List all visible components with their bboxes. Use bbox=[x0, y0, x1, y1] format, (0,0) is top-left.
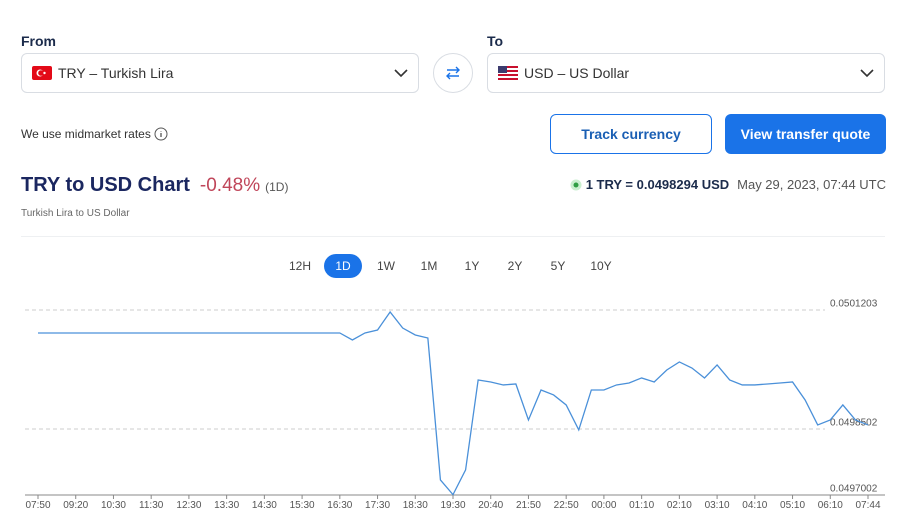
x-tick-label: 22:50 bbox=[554, 500, 579, 511]
x-tick-label: 14:30 bbox=[252, 500, 277, 511]
change: -0.48% bbox=[199, 175, 261, 196]
x-tick-label: 16:30 bbox=[327, 500, 352, 511]
period: (1D) bbox=[265, 180, 289, 194]
rate-line: 1 TRY = 0.0498294 USD May 29, 2023, 07:4… bbox=[570, 177, 886, 192]
quote-button[interactable]: View transfer quote bbox=[725, 114, 886, 154]
x-tick-label: 00:00 bbox=[591, 500, 616, 511]
y-tick-label: 0.0498502 bbox=[830, 418, 878, 429]
chevron bbox=[860, 69, 874, 78]
x-tick-label: 07:50 bbox=[25, 500, 50, 511]
midmarket-note: We use midmarket rates bbox=[21, 127, 168, 141]
x-tick-label: 19:30 bbox=[440, 500, 465, 511]
price-line bbox=[38, 310, 869, 496]
track-button[interactable]: Track currency bbox=[550, 114, 712, 154]
x-tick-label: 05:10 bbox=[780, 500, 805, 511]
x-tick-label: 18:30 bbox=[403, 500, 428, 511]
range-tab[interactable]: 2Y bbox=[507, 259, 523, 273]
x-tick-label: 01:10 bbox=[629, 500, 654, 511]
range-tab[interactable]: 10Y bbox=[590, 259, 612, 273]
y-tick-label: 0.0501203 bbox=[830, 299, 878, 310]
x-tick-label: 06:10 bbox=[818, 500, 843, 511]
flag-us bbox=[498, 66, 518, 80]
x-tick-label: 15:30 bbox=[290, 500, 315, 511]
x-tick-label: 04:10 bbox=[742, 500, 767, 511]
note-text: We use midmarket rates bbox=[21, 127, 151, 141]
x-tick-label: 11:30 bbox=[139, 500, 164, 511]
range-tab[interactable]: 1W bbox=[377, 259, 395, 273]
timestamp: May 29, 2023, 07:44 UTC bbox=[737, 177, 886, 192]
subtitle: Turkish Lira to US Dollar bbox=[21, 208, 130, 219]
to-label: To bbox=[487, 33, 504, 49]
rate: 1 TRY = 0.0498294 USD bbox=[585, 177, 730, 192]
range-tab[interactable]: 5Y bbox=[550, 259, 566, 273]
from-label: From bbox=[21, 33, 56, 49]
x-tick-label: 07:44 bbox=[855, 500, 880, 511]
range-tab[interactable]: 12H bbox=[288, 259, 311, 273]
chart-heading: TRY to USD Chart -0.48% (1D) bbox=[21, 174, 288, 197]
swap-button[interactable] bbox=[433, 53, 473, 93]
x-tick-label: 02:10 bbox=[667, 500, 692, 511]
to-select[interactable]: USD – US Dollar bbox=[487, 53, 885, 93]
swap-icon bbox=[446, 66, 460, 80]
x-tick-label: 17:30 bbox=[365, 500, 390, 511]
info-icon[interactable] bbox=[154, 127, 168, 141]
range-tabs: 12H 1D 1W 1M 1Y 2Y 5Y 10Y bbox=[281, 254, 620, 278]
y-tick-label: 0.0497002 bbox=[830, 484, 878, 495]
range-tab[interactable]: 1Y bbox=[464, 259, 480, 273]
chevron bbox=[394, 69, 408, 78]
x-tick-label: 10:30 bbox=[101, 500, 126, 511]
flag-tr bbox=[32, 66, 52, 80]
x-tick-label: 21:50 bbox=[516, 500, 541, 511]
x-tick-label: 12:30 bbox=[176, 500, 201, 511]
divider bbox=[21, 236, 885, 237]
live-dot bbox=[570, 179, 582, 190]
x-tick-label: 03:10 bbox=[705, 500, 730, 511]
from-select[interactable]: TRY – Turkish Lira bbox=[21, 53, 419, 93]
x-tick-label: 13:30 bbox=[214, 500, 239, 511]
range-tab[interactable]: 1M bbox=[420, 259, 438, 273]
chart-title: TRY to USD Chart bbox=[21, 174, 190, 196]
range-tab[interactable]: 1D bbox=[324, 254, 362, 278]
to-value: USD – US Dollar bbox=[524, 65, 630, 81]
from-value: TRY – Turkish Lira bbox=[58, 65, 174, 81]
x-tick-label: 09:20 bbox=[63, 500, 88, 511]
x-tick-label: 20:40 bbox=[478, 500, 503, 511]
